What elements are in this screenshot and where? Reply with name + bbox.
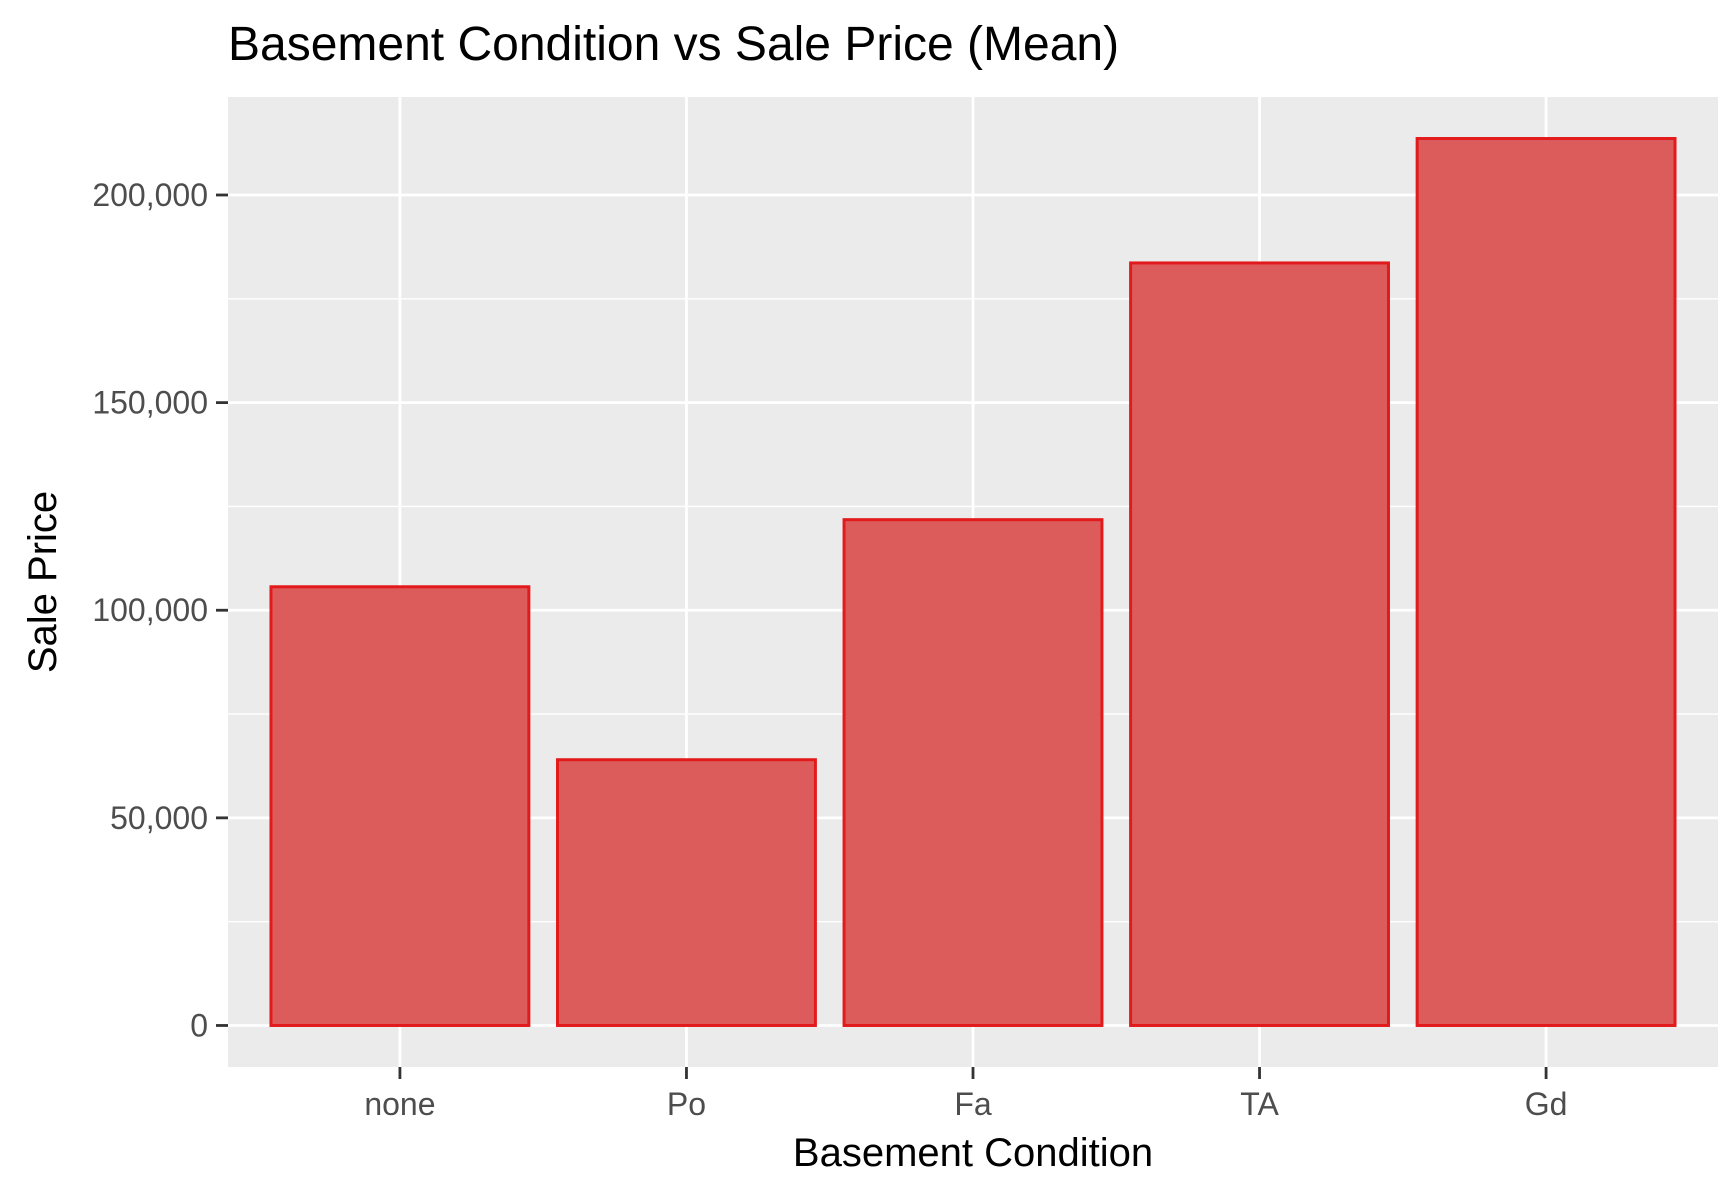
x-tick-label: Fa	[954, 1086, 992, 1122]
bar-fa	[842, 518, 1104, 1027]
x-axis-title: Basement Condition	[793, 1131, 1153, 1175]
y-tick-label: 50,000	[110, 800, 208, 836]
y-tick-label: 100,000	[92, 592, 208, 628]
bar-ta	[1129, 261, 1390, 1027]
y-tick-label: 0	[190, 1007, 208, 1043]
y-axis-title: Sale Price	[21, 491, 65, 673]
y-tick-label: 200,000	[92, 177, 208, 213]
bar-none	[269, 585, 531, 1027]
x-tick-label: Po	[667, 1086, 706, 1122]
x-tick-label: TA	[1240, 1086, 1279, 1122]
y-tick-label: 150,000	[92, 385, 208, 421]
bar-po	[556, 758, 817, 1027]
x-tick-label: none	[364, 1086, 435, 1122]
bar-gd	[1415, 137, 1677, 1027]
bars	[269, 137, 1677, 1027]
x-tick-label: Gd	[1525, 1086, 1568, 1122]
chart-title: Basement Condition vs Sale Price (Mean)	[228, 18, 1119, 71]
x-axis: none Po Fa TA Gd	[364, 1067, 1567, 1122]
y-axis: 0 50,000 100,000 150,000 200,000	[92, 177, 228, 1043]
